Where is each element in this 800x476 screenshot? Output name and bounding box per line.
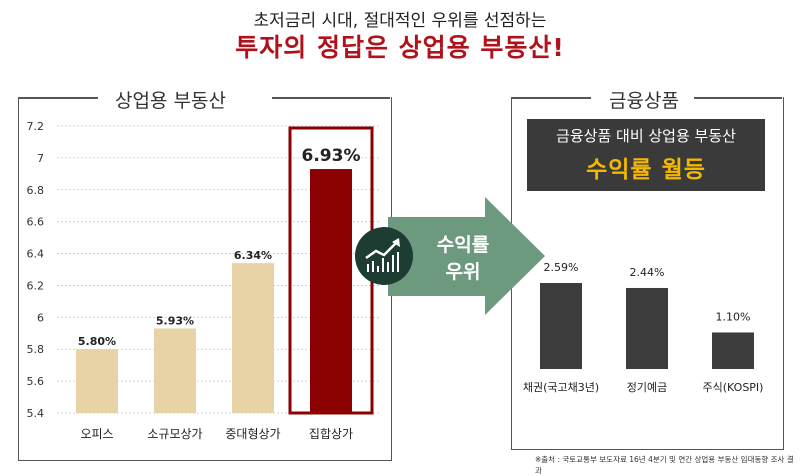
arrow-label: 수익률 우위 [427, 232, 499, 286]
right-panel-title: 금융상품 [599, 86, 689, 113]
category-label: 소규모상가 [147, 427, 202, 441]
category-label: 정기예금 [627, 381, 667, 394]
category-label: 채권(국고채3년) [523, 381, 599, 394]
data-label: 6.34% [234, 249, 272, 262]
y-tick-label: 5.4 [27, 407, 45, 420]
comparison-box [527, 119, 765, 191]
y-tick-label: 6.2 [27, 279, 45, 292]
category-label: 중대형상가 [225, 427, 280, 441]
headline: 투자의 정답은 상업용 부동산! [235, 33, 565, 62]
comparison-box-line2: 수익률 월등 [586, 157, 706, 183]
data-label: 6.93% [302, 146, 361, 166]
category-label: 오피스 [80, 427, 113, 441]
panel-border-line [511, 97, 591, 99]
bar [76, 349, 118, 413]
source-footnote: ※출처 : 국토교통부 보도자료 16년 4분기 및 연간 상업용 부동산 임대… [535, 455, 794, 475]
data-label: 1.10% [716, 310, 751, 323]
left-panel-title: 상업용 부동산 [105, 86, 236, 113]
bar [626, 287, 668, 369]
growth-chart-icon [365, 238, 400, 272]
data-label: 5.93% [156, 314, 194, 327]
data-label: 5.80% [78, 335, 116, 348]
y-tick-label: 5.6 [27, 375, 45, 388]
category-label: 주식(KOSPI) [703, 381, 764, 394]
bar [310, 169, 352, 413]
comparison-arrow [388, 197, 545, 315]
bar [232, 263, 274, 413]
y-tick-label: 6.4 [27, 248, 45, 261]
data-label: 2.59% [544, 261, 579, 274]
bar [712, 332, 754, 369]
arrow-label-line2: 우위 [445, 261, 481, 283]
comparison-box-line1: 금융상품 대비 상업용 부동산 [556, 127, 736, 145]
y-tick-label: 7.2 [27, 120, 45, 133]
y-tick-label: 6 [37, 311, 44, 324]
subtitle: 초저금리 시대, 절대적인 우위를 선점하는 [253, 11, 547, 31]
bar [154, 328, 196, 413]
y-tick-label: 7 [37, 152, 44, 165]
bar [540, 283, 582, 369]
panel-border-line [18, 97, 98, 99]
panel-border-line [272, 97, 390, 99]
y-tick-label: 6.6 [27, 216, 45, 229]
panel-border-line [694, 97, 782, 99]
category-label: 집합상가 [309, 427, 353, 441]
data-label: 2.44% [630, 266, 665, 279]
arrow-label-line1: 수익률 [436, 234, 490, 256]
y-tick-label: 6.8 [27, 184, 45, 197]
y-tick-label: 5.8 [27, 343, 45, 356]
